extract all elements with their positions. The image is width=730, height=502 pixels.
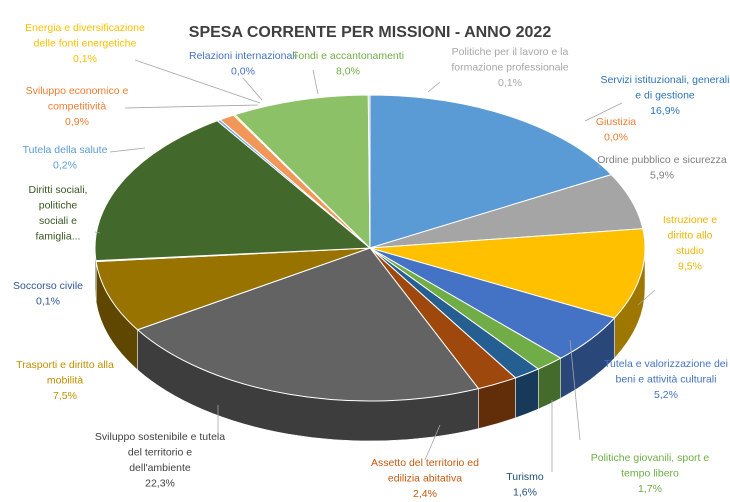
- leader-tutela-della-salute: [109, 147, 146, 153]
- label-sviluppo-sostenibile-e-tutela-del-territ: Sviluppo sostenibile e tutela del territo…: [95, 431, 225, 490]
- label-relazioni-internazionali: Relazioni internazionali 0,0%: [189, 50, 297, 78]
- label-ordine-pubblico-e-sicurezza: Ordine pubblico e sicurezza 5,9%: [597, 154, 727, 182]
- label-giustizia: Giustizia 0,0%: [596, 116, 636, 144]
- leader-tutela-e-valorizzazione-dei-beni-e-attiv: [637, 289, 656, 306]
- label-tutela-e-valorizzazione-dei-beni-e-attiv: Tutela e valorizzazione dei beni e attivi…: [604, 358, 728, 401]
- label-turismo: Turismo 1,6%: [506, 471, 544, 499]
- leader-energia-e-diversificazione-delle-fonti-e: [134, 59, 261, 104]
- slice-trasporti-e-diritto-alla-mobilita: [95, 247, 371, 331]
- label-sviluppo-economico-e-competitivita: Sviluppo economico e competitività 0,9%: [26, 85, 129, 128]
- label-energia-e-diversificazione-delle-fonti-e: Energia e diversificazione delle fonti en…: [25, 22, 145, 65]
- chart-title: SPESA CORRENTE PER MISSIONI - ANNO 2022: [189, 24, 552, 41]
- leader-fondi-e-accantonamenti: [312, 69, 319, 95]
- leader-politiche-per-il-lavoro-e-la-formazione-: [427, 81, 441, 93]
- leader-lines: [94, 59, 656, 472]
- label-tutela-della-salute: Tutela della salute 0,2%: [23, 144, 108, 172]
- label-assetto-del-territorio-ed-edilizia-abita: Assetto del territorio ed edilizia abitat…: [371, 457, 479, 500]
- leader-relazioni-internazionali: [242, 77, 263, 101]
- pie-tops: [94, 94, 646, 402]
- label-istruzione-e-diritto-allo-studio: Istruzione e diritto allo studio 9,5%: [663, 214, 717, 273]
- leader-diritti-sociali-politiche-sociali-e-fami: [94, 231, 101, 234]
- leader-assetto-del-territorio-ed-edilizia-abita: [424, 424, 441, 461]
- leader-servizi-istituzionali-generali-e-di-gest: [584, 102, 623, 122]
- slice-labels: Servizi istituzionali, generali e di gest…: [13, 22, 730, 500]
- label-servizi-istituzionali-generali-e-di-gest: Servizi istituzionali, generali e di gest…: [601, 74, 730, 117]
- label-diritti-sociali-politiche-sociali-e-fami: Diritti sociali, politiche sociali e famigl…: [29, 184, 88, 243]
- label-soccorso-civile: Soccorso civile 0,1%: [13, 280, 83, 308]
- label-fondi-e-accantonamenti: Fondi e accantonamenti 8,0%: [292, 50, 404, 78]
- slice-politiche-per-il-lavoro-e-la-formazione-: [367, 94, 371, 249]
- leader-ordine-pubblico-e-sicurezza: [597, 164, 601, 169]
- slice-istruzione-e-diritto-allo-studio: [369, 228, 646, 319]
- label-politiche-giovanili-sport-e-tempo-libero: Politiche giovanili, sport e tempo libero…: [591, 452, 710, 495]
- slice-diritti-sociali-politiche-sociali-e-fami: [94, 120, 372, 262]
- label-trasporti-e-diritto-alla-mobilita: Trasporti e diritto alla mobilità 7,5%: [16, 359, 114, 402]
- leader-sviluppo-economico-e-competitivita: [124, 104, 259, 109]
- leader-politiche-giovanili-sport-e-tempo-libero: [569, 339, 581, 441]
- slice-sviluppo-sostenibile-e-tutela-del-territ: [136, 247, 480, 402]
- slice-fondi-e-accantonamenti: [234, 94, 371, 250]
- slice-servizi-istituzionali-generali-e-di-gest: [369, 94, 613, 249]
- label-politiche-per-il-lavoro-e-la-formazione-: Politiche per il lavoro e la formazione p…: [451, 46, 568, 89]
